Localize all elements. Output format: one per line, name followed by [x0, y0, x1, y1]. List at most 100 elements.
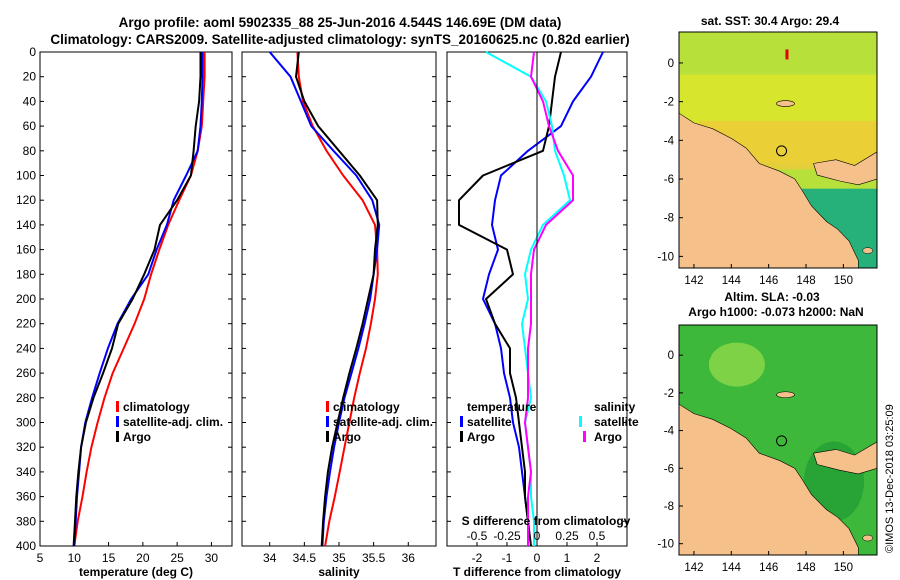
land-island: [862, 534, 873, 542]
x-tick-label: 148: [796, 562, 815, 574]
figure-title-line1: Argo profile: aoml 5902335_88 25-Jun-201…: [119, 15, 562, 30]
y-tick-label: 40: [23, 94, 37, 108]
legend-swatch-satellite: [116, 416, 119, 427]
y-tick-label: -6: [664, 174, 674, 186]
legend-swatch-argo: [326, 431, 329, 442]
x-tick-label: 1: [564, 551, 571, 565]
x-tick-label: -1: [502, 551, 513, 565]
y-tick-label: -8: [664, 213, 674, 225]
map-field: [679, 32, 877, 268]
land-island: [862, 247, 873, 254]
x-tick-label: 35.5: [362, 551, 386, 565]
footer-stamp: ©IMOS 13-Dec-2018 03:25:09: [884, 404, 896, 553]
x-tick-label: -2: [472, 551, 483, 565]
y-tick-label: 80: [23, 144, 37, 158]
x-tick-label: 148: [796, 275, 815, 287]
legend-swatch-climatology: [326, 401, 329, 412]
series-line-temperature-argo: [458, 51, 562, 547]
y-tick-label: -6: [664, 463, 674, 475]
legend-swatch-argo: [116, 431, 119, 442]
land-new-britain: [813, 441, 877, 475]
map-frame: [678, 324, 878, 556]
y-tick-label: -4: [664, 135, 675, 147]
secondary-x-tick-label: -0.25: [493, 529, 521, 543]
series-line-climatology: [296, 51, 379, 547]
sst-map-title: sat. SST: 30.4 Argo: 29.4: [701, 14, 840, 28]
x-tick-label: 150: [834, 562, 853, 574]
legend-swatch-climatology: [116, 401, 119, 412]
x-tick-label: 34: [263, 551, 277, 565]
x-tick-label: 10: [68, 551, 82, 565]
y-tick-label: -2: [664, 388, 674, 400]
x-tick-label: 35: [332, 551, 346, 565]
x-tick-label: 144: [722, 275, 742, 287]
y-tick-label: 0: [668, 58, 674, 70]
map-field: [679, 325, 877, 555]
legend-label-temp-satellite: satellite: [467, 415, 512, 429]
y-tick-label: 120: [16, 193, 36, 207]
legend-label-satellite: satellite-adj. clim.: [333, 415, 433, 429]
y-tick-label: 240: [16, 341, 36, 355]
legend-label-argo: Argo: [333, 430, 361, 444]
series-line-argo: [295, 51, 379, 547]
secondary-x-tick-label: 0.25: [555, 529, 579, 543]
secondary-x-tick-label: -0.5: [467, 529, 488, 543]
land-manus: [776, 391, 795, 399]
difference-legend: temperature satellite Argo salinity sate…: [460, 400, 639, 444]
legend-label-sal-satellite: satellite: [594, 415, 639, 429]
salinity-legend: climatology satellite-adj. clim. Argo: [326, 400, 433, 444]
secondary-x-tick-label: 0.5: [589, 529, 606, 543]
argo-location-marker: [776, 145, 788, 157]
y-tick-label: 100: [16, 169, 36, 183]
y-tick-label: 220: [16, 317, 36, 331]
legend-swatch-satellite: [326, 416, 329, 427]
y-tick-label: 340: [16, 465, 36, 479]
y-tick-label: 20: [23, 70, 37, 84]
x-tick-label: 142: [684, 562, 703, 574]
y-tick-label: 300: [16, 416, 36, 430]
series-line-temperature-satellite: [482, 51, 604, 546]
x-tick-label: 5: [37, 551, 44, 565]
land-new-britain: [813, 151, 877, 186]
series-line-satellite-adj-clim-: [268, 51, 381, 547]
y-tick-label: 160: [16, 243, 36, 257]
series-line-argo: [72, 52, 202, 547]
legend-swatch-sal-satellite: [579, 416, 582, 427]
y-tick-label: -10: [657, 539, 674, 551]
series-line-salinity-argo: [524, 51, 574, 546]
x-tick-label: 15: [102, 551, 116, 565]
y-tick-label: 180: [16, 267, 36, 281]
sla-map: 142 144 146 148 150 0 -2 -4 -6 -8 -10: [657, 324, 878, 574]
sla-map-title-line1: Altim. SLA: -0.03: [724, 290, 820, 304]
x-tick-label: 30: [205, 551, 219, 565]
legend-label-sal-argo: Argo: [594, 430, 622, 444]
plot-area: [241, 51, 437, 547]
temperature-legend: climatology satellite-adj. clim. Argo: [116, 400, 223, 444]
x-tick-label: 36: [402, 551, 416, 565]
y-tick-label: 360: [16, 490, 36, 504]
x-tick-label: 0: [534, 551, 541, 565]
x-axis-label: temperature (deg C): [79, 565, 193, 579]
y-tick-label: 140: [16, 218, 36, 232]
land-manus: [776, 100, 795, 107]
x-tick-label: 142: [684, 275, 703, 287]
figure-title-line2: Climatology: CARS2009. Satellite-adjuste…: [50, 32, 629, 47]
salinity-panel: 34 34.5 35 35.5 36 salinity: [241, 51, 437, 579]
y-tick-label: 380: [16, 514, 36, 528]
x-tick-label: 34.5: [293, 551, 317, 565]
y-tick-label: 200: [16, 292, 36, 306]
sla-map-title-line2: Argo h1000: -0.073 h2000: NaN: [688, 305, 863, 319]
secondary-x-axis-label: S difference from climatology: [462, 514, 631, 528]
x-tick-label: 2: [594, 551, 601, 565]
y-tick-label: -8: [664, 501, 674, 513]
x-tick-label: 146: [759, 562, 778, 574]
legend-title-temperature: temperature: [467, 400, 537, 414]
y-tick-label: -10: [657, 251, 674, 263]
sla-high: [708, 342, 765, 387]
land-new-guinea: [679, 112, 859, 268]
legend-label-temp-argo: Argo: [467, 430, 495, 444]
sst-map: 142 144 146 148 150 0 -2 -4 -6 -8 -10: [657, 31, 878, 287]
y-tick-label: -2: [664, 97, 674, 109]
secondary-x-tick-label: 0: [534, 529, 541, 543]
